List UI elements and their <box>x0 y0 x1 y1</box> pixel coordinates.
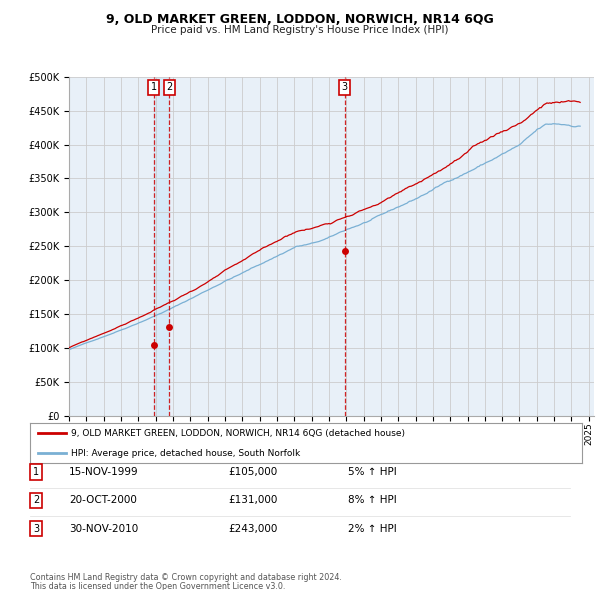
Text: 9, OLD MARKET GREEN, LODDON, NORWICH, NR14 6QG (detached house): 9, OLD MARKET GREEN, LODDON, NORWICH, NR… <box>71 428 406 438</box>
Text: 3: 3 <box>33 524 39 533</box>
Text: 1: 1 <box>151 82 157 92</box>
Text: 5% ↑ HPI: 5% ↑ HPI <box>348 467 397 477</box>
Text: HPI: Average price, detached house, South Norfolk: HPI: Average price, detached house, Sout… <box>71 448 301 458</box>
Text: Contains HM Land Registry data © Crown copyright and database right 2024.: Contains HM Land Registry data © Crown c… <box>30 573 342 582</box>
Bar <box>154 77 169 416</box>
Text: 20-OCT-2000: 20-OCT-2000 <box>69 496 137 505</box>
Text: 15-NOV-1999: 15-NOV-1999 <box>69 467 139 477</box>
Text: 30-NOV-2010: 30-NOV-2010 <box>69 524 138 533</box>
Text: £131,000: £131,000 <box>228 496 277 505</box>
Text: 2: 2 <box>33 496 39 505</box>
Text: 2% ↑ HPI: 2% ↑ HPI <box>348 524 397 533</box>
Text: £105,000: £105,000 <box>228 467 277 477</box>
Text: £243,000: £243,000 <box>228 524 277 533</box>
Text: 2: 2 <box>166 82 173 92</box>
Text: 8% ↑ HPI: 8% ↑ HPI <box>348 496 397 505</box>
Text: 9, OLD MARKET GREEN, LODDON, NORWICH, NR14 6QG: 9, OLD MARKET GREEN, LODDON, NORWICH, NR… <box>106 13 494 26</box>
Text: Price paid vs. HM Land Registry's House Price Index (HPI): Price paid vs. HM Land Registry's House … <box>151 25 449 35</box>
Text: This data is licensed under the Open Government Licence v3.0.: This data is licensed under the Open Gov… <box>30 582 286 590</box>
Text: 3: 3 <box>342 82 348 92</box>
Text: 1: 1 <box>33 467 39 477</box>
